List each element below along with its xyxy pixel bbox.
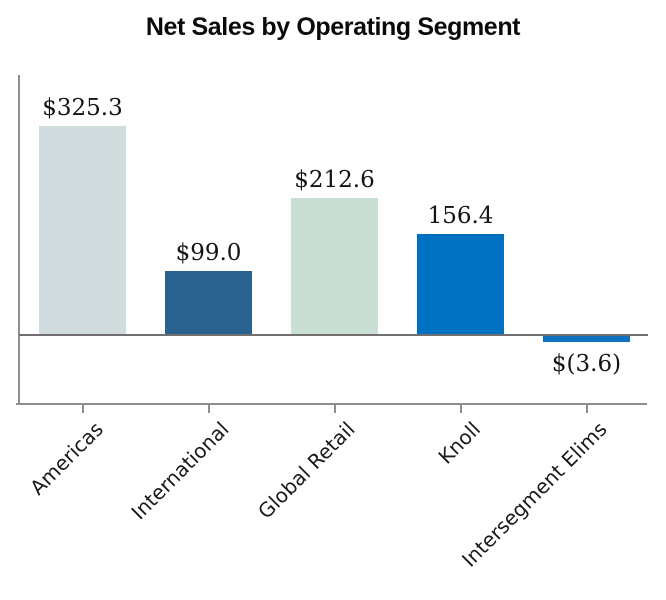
bar-global-retail [291, 198, 378, 334]
value-label-americas: $325.3 [42, 95, 123, 121]
x-axis-tick [333, 405, 336, 413]
bar-americas [39, 126, 126, 334]
value-label-intersegment-elims: $(3.6) [551, 351, 622, 377]
x-axis-tick [81, 405, 84, 413]
value-label-global-retail: $212.6 [294, 167, 375, 193]
zero-baseline [19, 334, 648, 336]
bar-intersegment-elims [543, 336, 630, 342]
value-label-international: $99.0 [175, 240, 242, 266]
x-axis-label-global-retail: Global Retail [252, 417, 360, 524]
y-axis-line [18, 75, 20, 405]
x-axis-label-knoll: Knoll [433, 417, 486, 469]
x-axis-tick [585, 405, 588, 413]
x-axis-line [16, 403, 647, 405]
x-axis-tick [207, 405, 210, 413]
x-axis-tick [459, 405, 462, 413]
x-axis-label-intersegment-elims: Intersegment Elims [456, 417, 612, 572]
bar-international [165, 271, 252, 334]
chart-title: Net Sales by Operating Segment [145, 13, 521, 41]
x-axis-label-international: International [126, 417, 234, 525]
value-label-knoll: 156.4 [427, 203, 494, 229]
bar-knoll [417, 234, 504, 334]
x-axis-label-americas: Americas [24, 417, 108, 500]
